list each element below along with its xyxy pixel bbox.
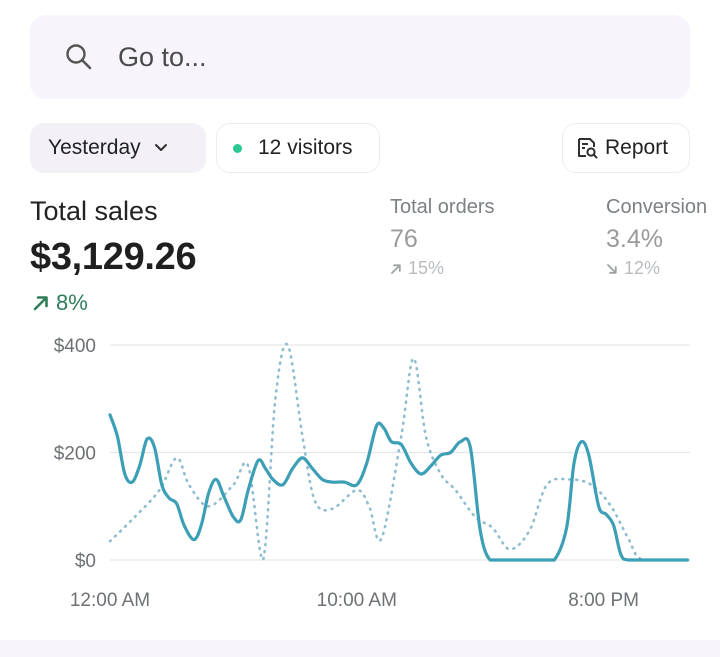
total-sales-title[interactable]: Total sales bbox=[30, 196, 158, 226]
bottom-nav-edge bbox=[0, 640, 720, 657]
total-sales-change-value: 8% bbox=[56, 290, 88, 315]
conversion-change-value: 12% bbox=[624, 258, 661, 278]
filter-bar: Yesterday 12 visitors bbox=[0, 123, 720, 175]
report-icon bbox=[575, 136, 599, 160]
conversion-change: 12% bbox=[606, 258, 707, 279]
y-tick-label: $0 bbox=[75, 551, 96, 572]
date-range-label: Yesterday bbox=[48, 136, 141, 159]
live-visitors-label: 12 visitors bbox=[258, 136, 353, 159]
trend-up-icon bbox=[390, 263, 402, 275]
total-orders-change: 15% bbox=[390, 258, 495, 279]
live-indicator-dot bbox=[233, 143, 242, 153]
total-orders-title: Total orders bbox=[390, 196, 495, 218]
report-button[interactable]: Report bbox=[562, 123, 690, 173]
y-tick-label: $400 bbox=[54, 336, 96, 357]
y-tick-label: $200 bbox=[54, 444, 96, 465]
total-sales-change: 8% bbox=[32, 290, 88, 316]
search-placeholder: Go to... bbox=[118, 41, 207, 72]
total-orders-change-value: 15% bbox=[408, 258, 445, 278]
conversion-title: Conversion bbox=[606, 196, 708, 218]
date-range-selector[interactable]: Yesterday bbox=[30, 123, 206, 173]
total-orders-value: 76 bbox=[390, 225, 418, 253]
search-bar[interactable]: Go to... bbox=[30, 15, 690, 99]
x-tick-label: 10:00 AM bbox=[317, 590, 397, 611]
trend-down-icon bbox=[606, 263, 618, 275]
trend-up-icon bbox=[32, 294, 50, 312]
report-label: Report bbox=[605, 136, 669, 159]
comparison-series-line bbox=[108, 342, 689, 562]
sales-series-line bbox=[108, 413, 690, 562]
conversion-metric[interactable]: Conversion 3.4% 12% bbox=[606, 196, 707, 279]
total-sales-value: $3,129.26 bbox=[30, 236, 197, 278]
conversion-value: 3.4% bbox=[606, 225, 663, 253]
sales-line-chart: $400 $200 $0 12:00 AM 10:00 AM 8:00 PM bbox=[54, 336, 690, 611]
live-visitors-button[interactable]: 12 visitors bbox=[216, 123, 380, 173]
x-tick-label: 8:00 PM bbox=[568, 590, 639, 611]
search-icon bbox=[64, 42, 94, 72]
total-orders-metric[interactable]: Total orders 76 15% bbox=[390, 196, 495, 279]
x-tick-label: 12:00 AM bbox=[70, 590, 150, 611]
chevron-down-icon bbox=[153, 142, 169, 154]
